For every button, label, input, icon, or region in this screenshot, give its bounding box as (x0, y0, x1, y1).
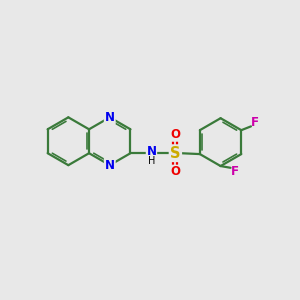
Text: N: N (105, 159, 115, 172)
Text: H: H (148, 156, 155, 166)
Text: F: F (231, 165, 239, 178)
Text: O: O (170, 128, 180, 141)
Text: N: N (146, 145, 157, 158)
Text: S: S (170, 146, 181, 161)
Text: F: F (251, 116, 259, 129)
Text: N: N (105, 111, 115, 124)
Text: O: O (170, 165, 180, 178)
